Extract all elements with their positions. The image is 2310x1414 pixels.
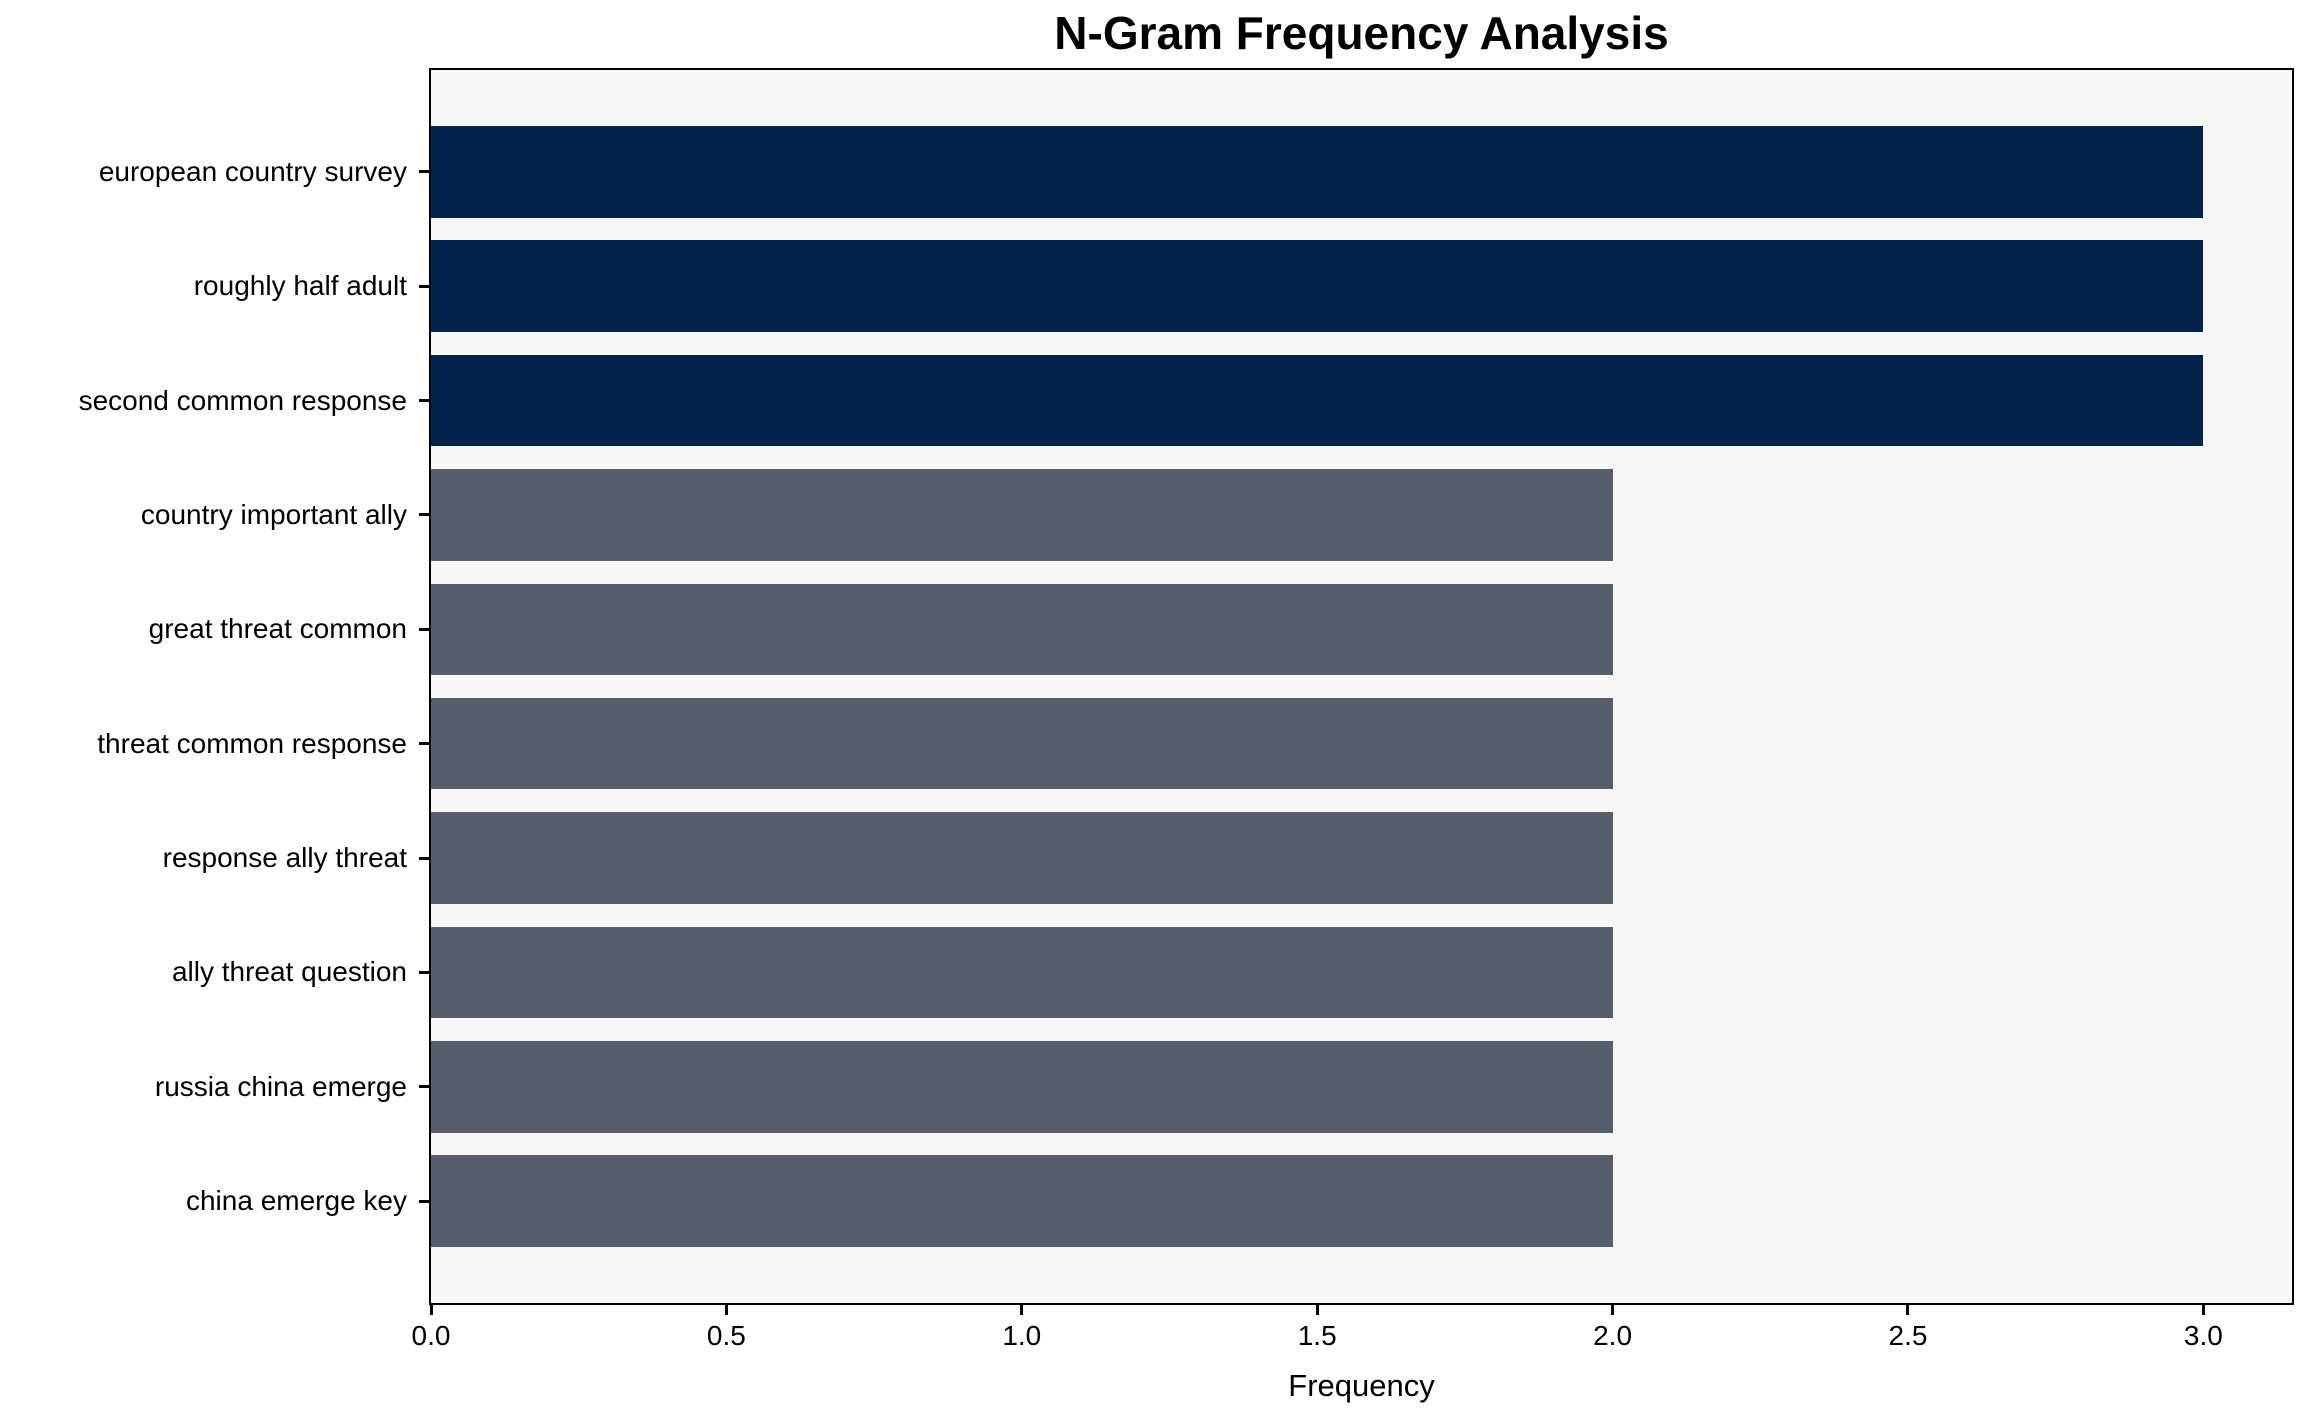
x-tick-mark xyxy=(429,1303,433,1315)
chart-title: N-Gram Frequency Analysis xyxy=(1054,7,1669,59)
x-tick-mark xyxy=(1906,1303,1910,1315)
bar xyxy=(431,1041,1613,1133)
y-tick-label: russia china emerge xyxy=(154,1070,407,1102)
bar xyxy=(431,354,2204,447)
bar xyxy=(431,812,1613,904)
plot-area xyxy=(429,68,2294,1305)
y-tick-label: ally threat question xyxy=(171,956,407,988)
y-tick-label: roughly half adult xyxy=(193,270,407,302)
bar xyxy=(431,697,1613,790)
x-tick-label: 0.5 xyxy=(706,1320,746,1351)
y-tick-label: china emerge key xyxy=(185,1185,407,1217)
y-tick-mark xyxy=(419,856,431,860)
bar xyxy=(431,583,1613,676)
y-tick-mark xyxy=(419,1199,431,1203)
x-tick-label: 2.0 xyxy=(1593,1320,1633,1351)
x-tick-label: 3.0 xyxy=(2183,1320,2223,1351)
x-tick-label: 1.5 xyxy=(1297,1320,1337,1351)
x-tick-label: 2.5 xyxy=(1888,1320,1928,1351)
x-tick-mark xyxy=(2201,1303,2205,1315)
y-tick-mark xyxy=(419,399,431,403)
bar xyxy=(431,240,2204,332)
x-tick-label: 1.0 xyxy=(1002,1320,1042,1351)
y-tick-mark xyxy=(419,1085,431,1089)
y-tick-label: second common response xyxy=(78,384,407,416)
x-axis-title: Frequency xyxy=(1288,1368,1435,1403)
bar xyxy=(431,926,1613,1019)
x-tick-label: 0.0 xyxy=(411,1320,451,1351)
y-tick-label: country important ally xyxy=(140,498,407,530)
x-tick-mark xyxy=(1020,1303,1024,1315)
y-tick-label: great threat common xyxy=(148,613,407,645)
x-tick-mark xyxy=(1315,1303,1319,1315)
bar xyxy=(431,469,1613,561)
y-tick-mark xyxy=(419,970,431,974)
y-tick-label: response ally threat xyxy=(162,842,407,874)
x-tick-mark xyxy=(724,1303,728,1315)
y-tick-mark xyxy=(419,170,431,174)
y-tick-mark xyxy=(419,513,431,517)
bar xyxy=(431,1155,1613,1247)
y-tick-mark xyxy=(419,742,431,746)
y-tick-label: european country survey xyxy=(98,155,407,187)
y-tick-mark xyxy=(419,284,431,288)
bar xyxy=(431,126,2204,218)
x-tick-mark xyxy=(1611,1303,1615,1315)
y-tick-mark xyxy=(419,627,431,631)
y-tick-label: threat common response xyxy=(97,727,407,759)
